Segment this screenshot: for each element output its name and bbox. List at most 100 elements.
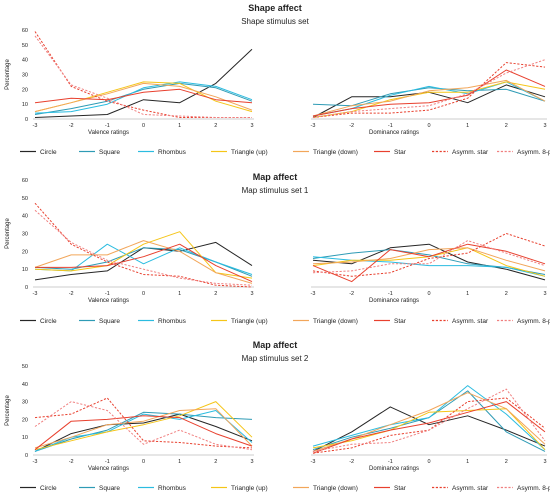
x-tick-label: -1 bbox=[388, 291, 393, 297]
y-tick-label: 40 bbox=[22, 58, 28, 64]
legend-label: Square bbox=[99, 318, 120, 325]
y-tick-label: 60 bbox=[22, 28, 28, 34]
series-line-asymm-8-point-star bbox=[34, 401, 253, 451]
panel-valence: 0 10 20 30 40 50 60 Percentage -3 -2 -1 0 1 2 3 Valence… bbox=[5, 178, 254, 304]
series-line-asymm-star bbox=[34, 31, 252, 118]
x-axis-label: Valence ratings bbox=[88, 130, 129, 136]
series-line-asymm-8-point-star bbox=[34, 35, 252, 118]
legend-label: Asymm. 8-point star bbox=[517, 485, 550, 492]
x-tick-label: 1 bbox=[178, 459, 181, 465]
y-tick-label: 30 bbox=[22, 73, 28, 79]
x-tick-label: -1 bbox=[105, 291, 110, 297]
x-tick-label: 0 bbox=[427, 123, 430, 129]
legend-label: Triangle (up) bbox=[231, 318, 268, 325]
x-tick-label: -3 bbox=[33, 123, 38, 129]
x-tick-label: -2 bbox=[69, 459, 74, 465]
legend-label: Asymm. star bbox=[452, 485, 489, 492]
x-tick-label: -3 bbox=[311, 123, 316, 129]
legend-label: Star bbox=[394, 318, 407, 325]
section-title: Map affect bbox=[253, 172, 298, 182]
y-tick-label: 50 bbox=[22, 364, 28, 370]
legend-label: Triangle (down) bbox=[313, 485, 358, 492]
x-tick-label: 0 bbox=[142, 459, 145, 465]
series-line-asymm-8-point-star bbox=[312, 240, 546, 274]
legend-label: Asymm. star bbox=[452, 318, 489, 325]
y-tick-label: 0 bbox=[25, 453, 28, 459]
x-tick-label: 0 bbox=[427, 291, 430, 297]
x-tick-label: 3 bbox=[543, 123, 546, 129]
series-line-rhombus bbox=[34, 81, 253, 114]
x-tick-label: 3 bbox=[250, 459, 253, 465]
x-tick-label: 3 bbox=[543, 459, 546, 465]
y-tick-label: 10 bbox=[22, 102, 28, 108]
chart-title: Map stimulus set 2 bbox=[242, 354, 309, 363]
x-tick-label: -2 bbox=[349, 291, 354, 297]
x-tick-label: -2 bbox=[349, 459, 354, 465]
y-tick-label: 20 bbox=[22, 417, 28, 423]
series-line-star bbox=[312, 69, 546, 117]
y-tick-label: 50 bbox=[22, 43, 28, 49]
x-tick-label: 1 bbox=[178, 123, 181, 129]
x-tick-label: 1 bbox=[466, 291, 469, 297]
y-axis-label: Percentage bbox=[5, 218, 11, 249]
x-tick-label: 0 bbox=[142, 291, 145, 297]
y-tick-label: 40 bbox=[22, 214, 28, 220]
x-tick-label: -3 bbox=[33, 291, 38, 297]
series-line-square bbox=[34, 247, 253, 277]
x-tick-label: 0 bbox=[142, 123, 145, 129]
legend-label: Square bbox=[99, 149, 120, 156]
x-tick-label: -1 bbox=[105, 123, 110, 129]
x-tick-label: -3 bbox=[33, 459, 38, 465]
x-tick-label: 3 bbox=[250, 291, 253, 297]
y-tick-label: 0 bbox=[25, 117, 28, 123]
series-line-triangle-up bbox=[34, 81, 253, 113]
series-line-triangle-down bbox=[312, 247, 546, 272]
x-tick-label: 3 bbox=[543, 291, 546, 297]
legend-label: Triangle (down) bbox=[313, 149, 358, 156]
y-tick-label: 20 bbox=[22, 87, 28, 93]
series-line-asymm-8-point-star bbox=[312, 388, 546, 452]
y-tick-label: 10 bbox=[22, 267, 28, 273]
x-tick-label: -2 bbox=[349, 123, 354, 129]
legend-label: Square bbox=[99, 485, 120, 492]
series-line-triangle-down bbox=[34, 82, 253, 113]
series-line-triangle-down bbox=[34, 240, 253, 284]
x-tick-label: 2 bbox=[214, 459, 217, 465]
series-line-asymm-8-point-star bbox=[34, 209, 253, 286]
series-line-triangle-down bbox=[34, 408, 253, 449]
series-line-star bbox=[35, 243, 253, 283]
y-tick-label: 30 bbox=[22, 232, 28, 238]
legend: Circle Square Rhombus Triangle (up) Triangle… bbox=[20, 318, 550, 325]
x-tick-label: 2 bbox=[505, 123, 508, 129]
panel-valence: 0 10 20 30 40 50 60 Percentage -3 -2 -1 0 1 2 3 Valence… bbox=[5, 28, 254, 136]
legend-label: Triangle (up) bbox=[231, 485, 268, 492]
x-tick-label: 0 bbox=[427, 459, 430, 465]
x-axis-label: Dominance ratings bbox=[369, 466, 419, 472]
series-line-square bbox=[312, 390, 546, 452]
series-line-asymm-8-point-star bbox=[312, 59, 546, 118]
series-line-circle bbox=[312, 243, 546, 281]
legend-label: Triangle (down) bbox=[313, 318, 358, 325]
x-tick-label: -3 bbox=[311, 459, 316, 465]
legend-label: Triangle (up) bbox=[231, 149, 268, 156]
legend-label: Rhombus bbox=[158, 149, 187, 156]
y-tick-label: 40 bbox=[22, 382, 28, 388]
series-line-circle bbox=[312, 406, 546, 452]
x-axis-label: Dominance ratings bbox=[369, 298, 419, 304]
y-tick-label: 30 bbox=[22, 400, 28, 406]
series-line-rhombus bbox=[312, 385, 546, 451]
x-tick-label: 1 bbox=[466, 459, 469, 465]
series-line-square bbox=[34, 82, 253, 115]
x-tick-label: -2 bbox=[69, 291, 74, 297]
legend-label: Rhombus bbox=[158, 485, 187, 492]
panel-dominance: -3 -2 -1 0 1 2 3 Dominance ratings bbox=[311, 59, 547, 136]
legend-label: Asymm. 8-point star bbox=[517, 318, 550, 325]
x-tick-label: -1 bbox=[388, 123, 393, 129]
y-tick-label: 50 bbox=[22, 196, 28, 202]
legend-label: Circle bbox=[40, 485, 57, 492]
legend-label: Star bbox=[394, 149, 407, 156]
y-axis-label: Percentage bbox=[5, 59, 11, 90]
